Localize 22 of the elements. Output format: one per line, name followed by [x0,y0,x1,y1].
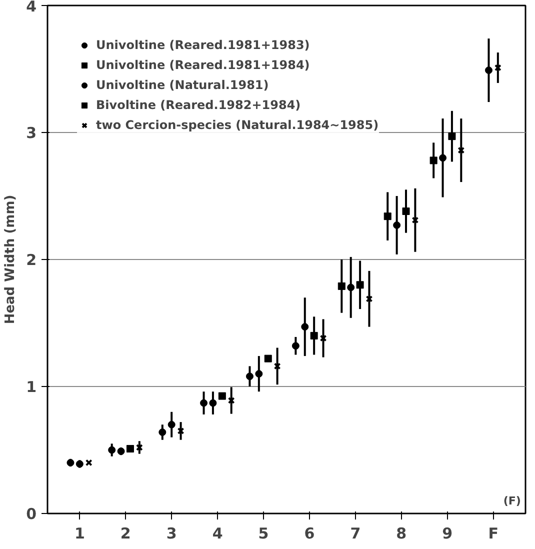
y-tick-label: 1 [26,378,36,396]
legend-label: Univoltine (Reared.1981+1984) [96,58,310,72]
annotation: (F) [503,494,521,508]
x-tick-label: 5 [258,524,269,542]
x-tick-label: 1 [74,524,85,542]
y-tick-label: 0 [26,505,36,523]
legend-label: two Cercion-species (Natural.1984~1985) [96,118,379,132]
x-tick-label: 3 [166,524,177,542]
legend-label: Univoltine (Reared.1981+1983) [96,38,310,52]
x-tick-label: 4 [212,524,223,542]
y-tick-label: 3 [26,124,36,142]
x-tick-label: 6 [304,524,315,542]
legend-label: Bivoltine (Reared.1982+1984) [96,98,301,112]
y-axis-title: Head Width (mm) [3,194,18,324]
x-tick-label: 9 [442,524,453,542]
x-tick-label: 7 [350,524,361,542]
legend-label: Univoltine (Natural.1981) [96,78,269,92]
y-tick-label: 4 [26,0,36,16]
x-tick-label: 8 [396,524,407,542]
x-tick-label: 2 [120,524,131,542]
x-tick-label: F [488,524,498,542]
y-tick-label: 2 [26,251,36,269]
